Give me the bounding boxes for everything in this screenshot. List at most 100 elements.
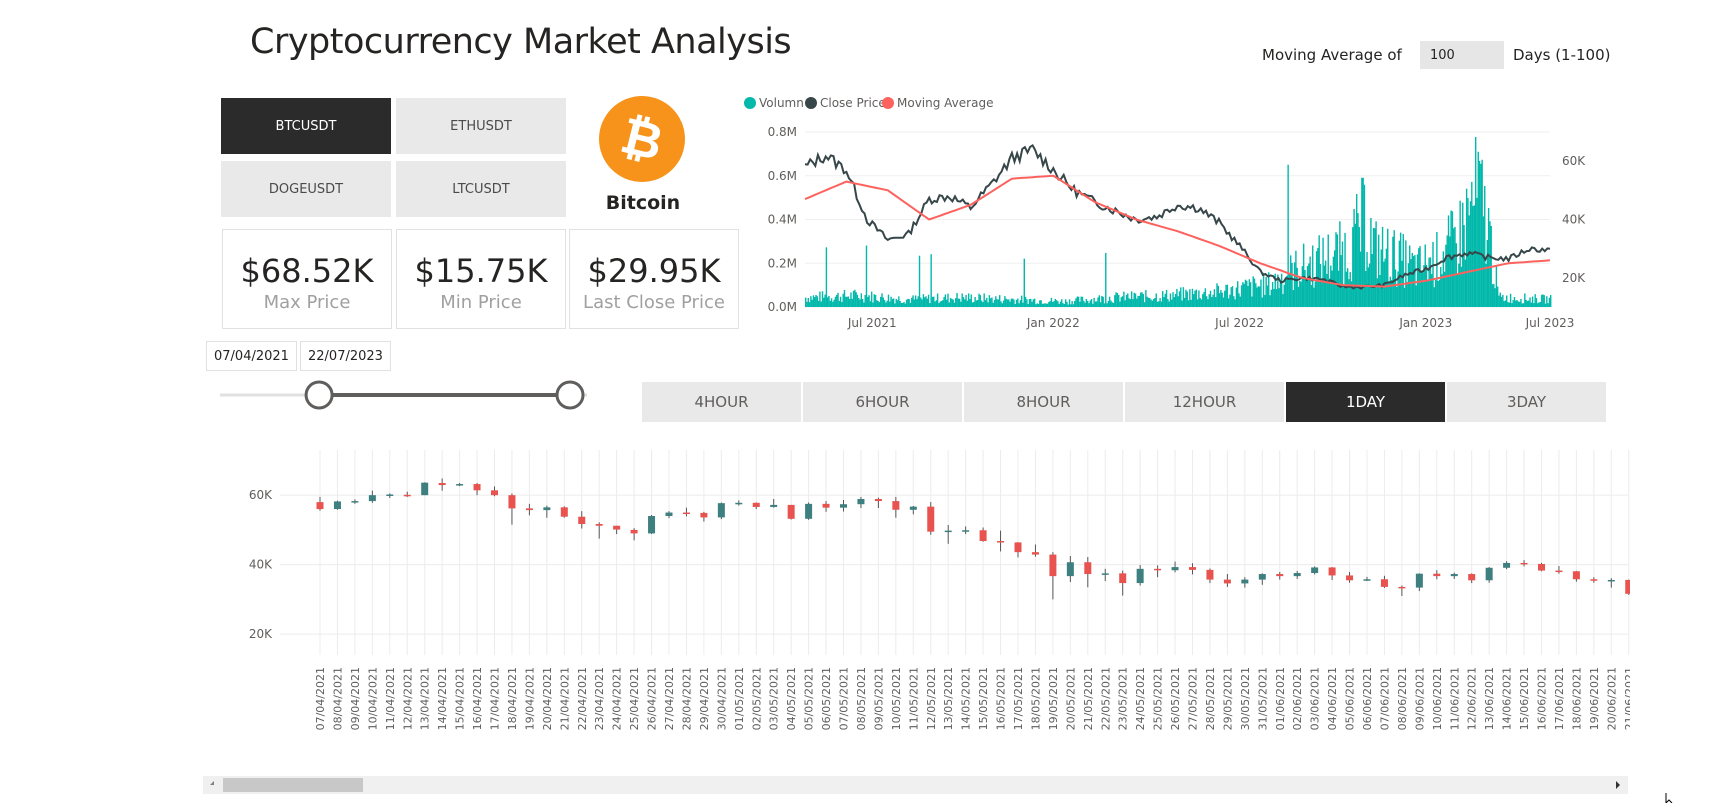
candle xyxy=(1206,568,1214,584)
candle-body xyxy=(1398,586,1406,589)
candle-body xyxy=(1468,574,1476,581)
volume-bar xyxy=(1055,300,1058,307)
candle xyxy=(805,502,813,520)
candle-body xyxy=(386,494,394,496)
symbol-button-ethusdt[interactable]: ETHUSDT xyxy=(396,98,566,154)
volume-bar xyxy=(917,296,919,307)
candle xyxy=(421,482,429,496)
volume-bar xyxy=(1101,295,1103,307)
timeframe-button-3day[interactable]: 3DAY xyxy=(1447,382,1606,422)
volume-bar xyxy=(865,245,868,307)
kpi-label: Max Price xyxy=(263,292,351,313)
symbol-button-btcusdt[interactable]: BTCUSDT xyxy=(221,98,391,154)
x-tick-label: 06/05/2021 xyxy=(820,667,833,730)
volume-bar xyxy=(1348,279,1350,307)
x-tick-label: 27/05/2021 xyxy=(1187,667,1200,730)
volume-bar xyxy=(1147,297,1150,307)
legend-item-close-price[interactable]: Close Price xyxy=(805,96,886,110)
volume-bar xyxy=(1218,293,1221,307)
volume-bar xyxy=(823,297,825,307)
volume-bar xyxy=(1486,240,1489,307)
cursor-icon xyxy=(1665,793,1673,803)
volume-bar xyxy=(1269,295,1271,307)
volume-bar xyxy=(966,300,969,307)
x-tick-label: 21/05/2021 xyxy=(1082,667,1095,730)
volume-bar xyxy=(1467,198,1469,307)
volume-bar xyxy=(958,298,961,307)
candle-body xyxy=(1031,552,1039,555)
timeframe-button-1day[interactable]: 1DAY xyxy=(1286,382,1445,422)
x-tick-label: 30/05/2021 xyxy=(1239,667,1252,730)
symbol-button-dogeusdt[interactable]: DOGEUSDT xyxy=(221,161,391,217)
legend-dot xyxy=(805,97,817,109)
timeframe-button-8hour[interactable]: 8HOUR xyxy=(964,382,1123,422)
symbol-button-ltcusdt[interactable]: LTCUSDT xyxy=(396,161,566,217)
legend-label: Volumn xyxy=(759,96,804,110)
volume-bar xyxy=(1515,300,1517,307)
x-tick-label: 10/05/2021 xyxy=(890,667,903,730)
volume-bar xyxy=(1433,287,1435,307)
volume-bar xyxy=(1458,263,1460,307)
timeframe-button-12hour[interactable]: 12HOUR xyxy=(1125,382,1284,422)
date-start-input[interactable]: 07/04/2021 xyxy=(206,341,297,371)
volume-bar xyxy=(902,302,904,307)
volume-bar xyxy=(1212,294,1214,307)
x-tick-label: 08/04/2021 xyxy=(331,667,344,730)
volume-bar xyxy=(1390,280,1393,307)
timeframe-label: 4HOUR xyxy=(694,393,749,411)
volume-bar xyxy=(812,295,815,307)
volume-bar xyxy=(1282,294,1284,307)
volume-bar xyxy=(1305,277,1307,307)
volume-bar xyxy=(1460,266,1463,307)
horizontal-scrollbar[interactable] xyxy=(203,776,1628,794)
x-tick-label: 15/05/2021 xyxy=(977,667,990,730)
timeframe-button-6hour[interactable]: 6HOUR xyxy=(803,382,962,422)
x-tick-label: 02/06/2021 xyxy=(1291,667,1304,730)
volume-bar xyxy=(1474,137,1477,307)
volume-bar xyxy=(943,296,945,307)
date-end-input[interactable]: 22/07/2023 xyxy=(300,341,391,371)
volume-bar xyxy=(873,294,875,307)
scroll-left-arrow-icon[interactable] xyxy=(210,781,214,789)
volume-bar xyxy=(1123,291,1125,307)
candle-body xyxy=(822,503,830,508)
candle-body xyxy=(438,483,446,486)
moving-average-input[interactable] xyxy=(1420,41,1504,69)
volume-bar xyxy=(1318,235,1320,307)
volume-bar xyxy=(929,303,931,307)
scrollbar-thumb[interactable] xyxy=(223,778,363,792)
volume-bar xyxy=(1530,302,1532,307)
candle xyxy=(1468,573,1476,584)
volume-bar xyxy=(1018,303,1020,307)
volume-bar xyxy=(1472,206,1474,307)
slider-start-handle[interactable] xyxy=(304,380,334,410)
volume-bar xyxy=(1181,300,1183,307)
candle xyxy=(630,528,638,541)
volume-bar xyxy=(1498,295,1500,307)
date-range-slider[interactable] xyxy=(215,378,595,412)
volume-bar xyxy=(1482,216,1485,307)
candle-body xyxy=(473,484,481,491)
volume-bar xyxy=(1283,284,1285,307)
volume-bar xyxy=(1002,300,1005,307)
volume-bar xyxy=(1107,300,1110,307)
candle xyxy=(1101,568,1109,581)
timeframe-button-4hour[interactable]: 4HOUR xyxy=(642,382,801,422)
volume-bar xyxy=(876,300,878,307)
candle xyxy=(1049,552,1057,600)
volume-bars xyxy=(805,137,1552,307)
volume-bar xyxy=(1115,292,1117,307)
candle-body xyxy=(752,502,760,507)
slider-end-handle[interactable] xyxy=(555,380,585,410)
legend-item-moving-average[interactable]: Moving Average xyxy=(882,96,993,110)
legend-item-volume[interactable]: Volumn xyxy=(744,96,804,110)
volume-bar xyxy=(1190,299,1192,307)
volume-bar xyxy=(1037,303,1040,307)
volume-bar xyxy=(860,293,863,307)
volume-bar xyxy=(1534,294,1536,307)
candle xyxy=(997,530,1005,552)
candle-body xyxy=(1293,573,1301,577)
scroll-right-arrow-icon[interactable] xyxy=(1616,781,1620,789)
x-tick-label: 28/04/2021 xyxy=(680,667,693,730)
candle xyxy=(1276,571,1284,580)
